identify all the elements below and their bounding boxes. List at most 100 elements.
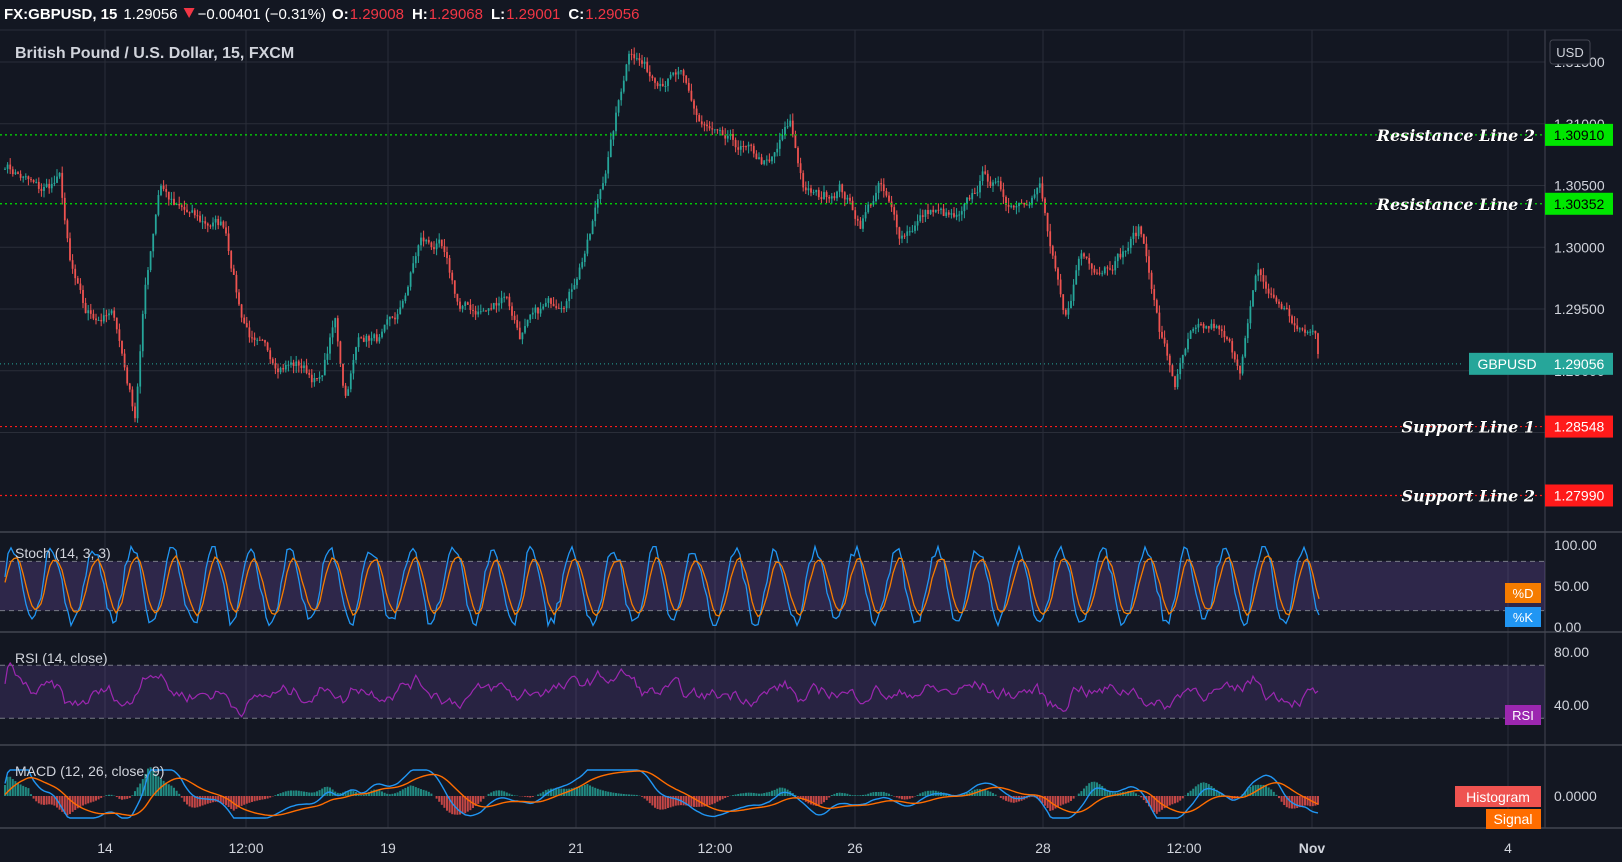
- currency-label[interactable]: USD: [1556, 45, 1583, 60]
- macd-histogram-bar: [607, 791, 610, 796]
- candle-body: [381, 331, 383, 338]
- candle-body: [503, 296, 506, 298]
- macd-histogram-bar: [1296, 796, 1299, 808]
- candle-body: [17, 172, 19, 174]
- candle-body: [1150, 272, 1153, 290]
- macd-histogram-bar: [373, 789, 376, 796]
- stoch-k-label: %K: [1513, 610, 1534, 625]
- candle-body: [981, 171, 984, 181]
- macd-histogram-bar: [92, 796, 95, 802]
- candle-body: [266, 342, 269, 351]
- candle-body: [1194, 327, 1197, 329]
- macd-histogram-bar: [264, 796, 266, 800]
- macd-histogram-bar: [191, 796, 194, 808]
- candle-body: [524, 326, 526, 333]
- candle-body: [739, 146, 742, 150]
- candle-body: [1031, 197, 1033, 205]
- macd-histogram-bar: [305, 791, 308, 796]
- macd-histogram-bar: [583, 784, 586, 796]
- macd-histogram-bar: [669, 796, 672, 808]
- candle-body: [947, 212, 950, 215]
- symbol-badge-label: GBPUSD: [1477, 356, 1536, 372]
- macd-histogram-bar: [165, 782, 168, 796]
- candle-body: [557, 307, 560, 309]
- candle-body: [732, 134, 734, 140]
- macd-histogram-bar: [347, 790, 350, 796]
- candle-body: [568, 291, 571, 302]
- candle-body: [1158, 312, 1161, 332]
- candle-body: [1038, 183, 1041, 188]
- candle-body: [1189, 331, 1192, 339]
- candle-body: [79, 283, 82, 290]
- candle-body: [316, 378, 318, 380]
- candle-body: [643, 61, 646, 64]
- macd-histogram-bar: [570, 788, 573, 796]
- candle-body: [336, 318, 339, 342]
- candle-body: [490, 308, 493, 310]
- candle-body: [622, 80, 625, 92]
- candle-body: [687, 82, 690, 91]
- candle-body: [123, 353, 126, 368]
- macd-histogram-bar: [1127, 790, 1130, 796]
- candle-body: [1293, 323, 1296, 326]
- candle-body: [334, 318, 337, 328]
- macd-histogram-bar: [1046, 796, 1049, 808]
- candle-body: [500, 297, 503, 304]
- macd-histogram-bar: [136, 787, 139, 796]
- candle-body: [193, 210, 196, 216]
- candle-body: [232, 268, 235, 275]
- macd-histogram-bar: [1244, 791, 1247, 796]
- macd-hist-badge: [1455, 786, 1541, 807]
- candle-body: [69, 238, 71, 261]
- candle-body: [487, 308, 490, 311]
- candle-body: [1233, 352, 1236, 360]
- candle-body: [843, 192, 846, 200]
- macd-histogram-bar: [71, 796, 74, 812]
- macd-histogram-bar: [199, 796, 201, 807]
- macd-histogram-bar: [87, 796, 90, 804]
- candle-body: [945, 212, 948, 216]
- macd-histogram-bar: [648, 796, 651, 804]
- macd-histogram-bar: [360, 795, 363, 796]
- price-tick-label: 1.29500: [1554, 301, 1605, 317]
- candle-body: [521, 332, 524, 340]
- candle-body: [331, 327, 334, 338]
- macd-histogram-bar: [430, 793, 433, 796]
- macd-histogram-bar: [1301, 796, 1304, 807]
- macd-histogram-bar: [1148, 796, 1150, 807]
- candle-body: [596, 198, 599, 208]
- candle-body: [1054, 255, 1057, 269]
- candle-body: [11, 169, 14, 175]
- candle-body: [752, 145, 755, 154]
- macd-histogram-bar: [152, 770, 155, 796]
- candle-body: [565, 301, 568, 309]
- macd-histogram-bar: [381, 791, 383, 796]
- macd-histogram-bar: [1007, 796, 1010, 802]
- macd-histogram-bar: [1132, 791, 1135, 796]
- macd-histogram-bar: [336, 792, 339, 796]
- candle-body: [485, 310, 487, 312]
- candle-body: [139, 351, 142, 387]
- low-value: 1.29001: [506, 6, 560, 23]
- candle-body: [219, 221, 222, 226]
- macd-histogram-bar: [409, 785, 412, 796]
- candle-body: [451, 272, 454, 281]
- macd-histogram-bar: [404, 787, 407, 796]
- candle-body: [581, 262, 584, 268]
- candle-body: [365, 335, 368, 342]
- macd-histogram-bar: [919, 793, 922, 796]
- candle-body: [6, 164, 9, 169]
- macd-histogram-bar: [1072, 796, 1075, 799]
- macd-histogram-bar: [43, 796, 45, 805]
- macd-histogram-bar: [612, 792, 615, 796]
- candle-body: [1288, 308, 1291, 317]
- candle-body: [781, 135, 784, 140]
- time-tick-label: 4: [1504, 840, 1512, 856]
- macd-histogram-bar: [1002, 796, 1005, 800]
- candle-body: [360, 337, 363, 339]
- macd-histogram-bar: [290, 790, 292, 796]
- candle-body: [667, 78, 669, 87]
- macd-histogram-bar: [1213, 787, 1215, 796]
- candle-body: [656, 82, 659, 87]
- candle-body: [934, 209, 937, 213]
